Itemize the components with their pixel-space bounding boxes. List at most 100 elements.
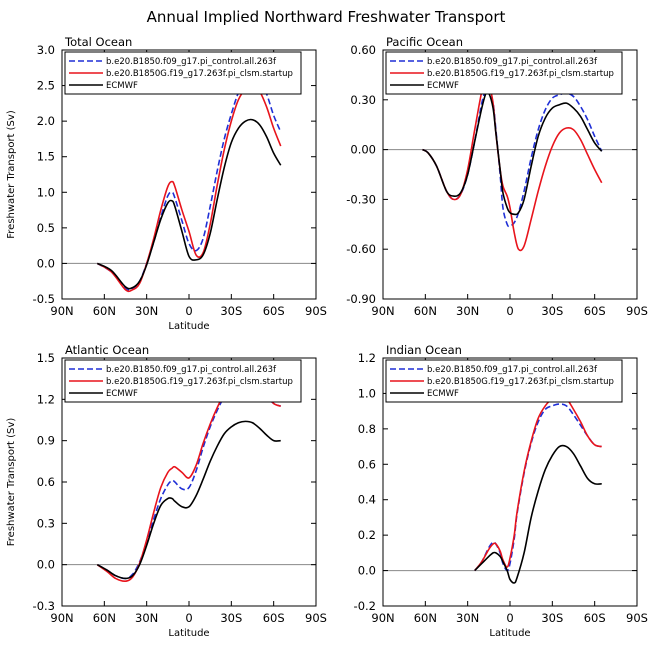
plot-frame	[61, 357, 317, 607]
y-tick-label: 1.5	[37, 351, 55, 365]
legend: b.e20.B1850.f09_g17.pi_control.all.263fb…	[64, 359, 302, 403]
x-tick-label: 60N	[93, 304, 116, 318]
x-tick-label: 90N	[50, 611, 73, 625]
legend-label: b.e20.B1850G.f19_g17.263f.pi_clsm.startu…	[427, 69, 614, 79]
x-tick-label: 60S	[263, 304, 285, 318]
y-axis-label: Freshwater Transport (Sv)	[6, 110, 17, 239]
y-tick-label: -0.60	[346, 242, 376, 256]
y-tick-label: 0.6	[358, 457, 376, 471]
x-tick-label: 30S	[220, 304, 242, 318]
x-tick-label: 90N	[371, 611, 394, 625]
y-tick-label: 0.8	[358, 422, 376, 436]
panel-title: Pacific Ocean	[386, 35, 463, 49]
y-tick-label: 0.9	[37, 434, 55, 448]
x-axis-label: Latitude	[168, 628, 209, 639]
x-tick-label: 90N	[371, 304, 394, 318]
panel-title: Atlantic Ocean	[65, 343, 149, 357]
panel-indian-ocean: Indian Ocean -0.2 0.0 0.2 0.4 0.6 0.8 1.0 1.2 90N…	[354, 343, 648, 639]
y-tick-label: 0.00	[350, 143, 376, 157]
panel-pacific-ocean: Pacific Ocean -0.90 -0.60 -0.30 0.00 0.30 0.60…	[346, 35, 648, 318]
series-line-control	[96, 76, 282, 291]
panel-total-ocean: Total Ocean -0.5 0.0 0.5 1.0 1.5 2.0 2.5 3.0 90N 6…	[6, 35, 327, 332]
series-line-control	[96, 377, 282, 580]
series-line-ecmwf	[474, 444, 602, 584]
legend-box	[64, 51, 302, 95]
legend-label: b.e20.B1850G.f19_g17.263f.pi_clsm.startu…	[427, 377, 614, 387]
y-tick-label: 1.0	[37, 185, 55, 199]
y-tick-label: 0.2	[358, 528, 376, 542]
panel-atlantic-ocean: Atlantic Ocean -0.3 0.0 0.3 0.6 0.9 1.2 1.5 90N 6…	[6, 343, 327, 639]
y-tick-label: -0.30	[346, 192, 376, 206]
y-tick-label: 1.5	[37, 150, 55, 164]
legend-label: b.e20.B1850.f09_g17.pi_control.all.263f	[106, 365, 277, 375]
legend-label: b.e20.B1850.f09_g17.pi_control.all.263f	[427, 365, 598, 375]
x-tick-label: 90S	[305, 611, 327, 625]
y-tick-label: -0.90	[346, 292, 376, 306]
x-tick-label: 30N	[456, 611, 479, 625]
y-tick-label: 0.0	[37, 256, 55, 270]
y-tick-label: 1.2	[37, 392, 55, 406]
y-tick-label: 0.60	[350, 43, 376, 57]
x-tick-label: 30N	[135, 611, 158, 625]
y-tick-label: 0.5	[37, 221, 55, 235]
legend: b.e20.B1850.f09_g17.pi_control.all.263fb…	[64, 51, 302, 95]
series-line-startup	[96, 373, 282, 583]
y-tick-label: 0.6	[37, 475, 55, 489]
legend-box	[385, 51, 623, 95]
x-tick-label: 30S	[541, 611, 563, 625]
x-tick-label: 90S	[305, 304, 327, 318]
x-tick-label: 0	[185, 304, 192, 318]
y-tick-label: 1.0	[358, 386, 376, 400]
legend-label: b.e20.B1850.f09_g17.pi_control.all.263f	[106, 57, 277, 67]
x-tick-label: 0	[185, 611, 192, 625]
y-tick-label: 0.0	[358, 564, 376, 578]
series-line-ecmwf	[422, 90, 603, 216]
x-tick-label: 0	[506, 611, 513, 625]
series-line-startup	[422, 78, 603, 252]
plot-frame	[382, 357, 638, 607]
x-tick-label: 30N	[456, 304, 479, 318]
y-tick-label: 3.0	[37, 43, 55, 57]
y-tick-label: -0.5	[33, 292, 55, 306]
legend-label: ECMWF	[427, 389, 459, 399]
x-tick-label: 60S	[584, 304, 606, 318]
y-tick-label: -0.2	[354, 599, 376, 613]
plot-frame	[382, 49, 638, 300]
legend-label: b.e20.B1850G.f19_g17.263f.pi_clsm.startu…	[106, 377, 293, 387]
legend-label: ECMWF	[427, 81, 459, 91]
x-tick-label: 90S	[626, 304, 648, 318]
panels: Total Ocean -0.5 0.0 0.5 1.0 1.5 2.0 2.5 3.0 90N 6…	[6, 35, 648, 639]
x-tick-label: 60N	[93, 611, 116, 625]
legend-label: ECMWF	[106, 81, 138, 91]
series-line-ecmwf	[96, 118, 282, 290]
x-tick-label: 90S	[626, 611, 648, 625]
x-axis-label: Latitude	[489, 628, 530, 639]
legend-label: b.e20.B1850G.f19_g17.263f.pi_clsm.startu…	[106, 69, 293, 79]
x-tick-label: 30S	[541, 304, 563, 318]
y-tick-label: 0.4	[358, 493, 376, 507]
plot-frame	[61, 49, 317, 300]
series-line-control	[474, 403, 602, 572]
y-tick-label: 2.0	[37, 114, 55, 128]
x-tick-label: 60N	[414, 304, 437, 318]
x-tick-label: 30N	[135, 304, 158, 318]
y-tick-label: 0.3	[37, 516, 55, 530]
x-tick-label: 60S	[584, 611, 606, 625]
panel-title: Indian Ocean	[386, 343, 462, 357]
x-tick-label: 30S	[220, 611, 242, 625]
series-line-ecmwf	[96, 420, 281, 580]
y-tick-label: 0.0	[37, 558, 55, 572]
legend-label: b.e20.B1850.f09_g17.pi_control.all.263f	[427, 57, 598, 67]
legend-label: ECMWF	[106, 389, 138, 399]
legend-box	[64, 359, 302, 403]
x-tick-label: 60S	[263, 611, 285, 625]
y-axis-label: Freshwater Transport (Sv)	[6, 418, 17, 547]
legend-box	[385, 359, 623, 403]
legend: b.e20.B1850.f09_g17.pi_control.all.263fb…	[385, 359, 623, 403]
x-tick-label: 0	[506, 304, 513, 318]
legend: b.e20.B1850.f09_g17.pi_control.all.263fb…	[385, 51, 623, 95]
x-axis-label: Latitude	[168, 321, 209, 332]
panel-title: Total Ocean	[64, 35, 132, 49]
y-tick-label: 0.30	[350, 93, 376, 107]
